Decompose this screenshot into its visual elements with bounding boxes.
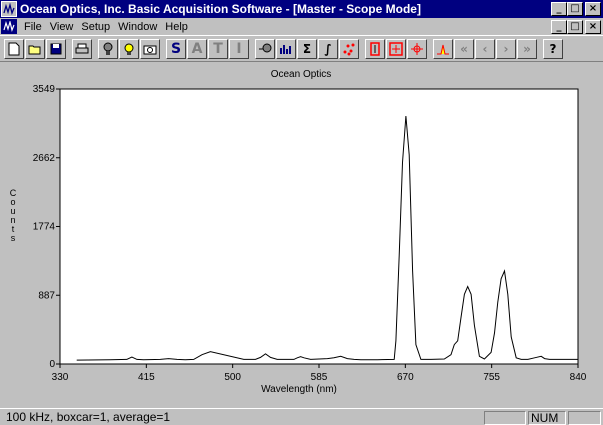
y-tick-label: 0 <box>49 359 55 370</box>
toolbar: S A T I Σ ∫ « ‹ › » ? <box>0 35 603 62</box>
y-label-char: t <box>12 224 15 234</box>
title-bar[interactable]: Ocean Optics, Inc. Basic Acquisition Sof… <box>0 0 603 18</box>
mdi-restore-button[interactable]: □ <box>567 20 583 34</box>
status-text: 100 kHz, boxcar=1, average=1 <box>6 410 171 424</box>
status-bar: 100 kHz, boxcar=1, average=1 NUM <box>0 408 603 425</box>
close-button[interactable]: × <box>585 2 601 16</box>
zoom-box-icon[interactable] <box>386 38 406 59</box>
help-pointer-icon[interactable]: ? <box>543 38 563 59</box>
snapshot-icon[interactable] <box>140 38 160 59</box>
x-axis-label: Wavelength (nm) <box>261 384 337 395</box>
x-tick-label: 840 <box>570 372 587 383</box>
scroll-right-double-icon[interactable]: » <box>517 38 537 59</box>
y-tick-label: 3549 <box>33 84 56 95</box>
x-tick-label: 585 <box>311 372 328 383</box>
spectrum-line <box>76 115 578 361</box>
menu-help[interactable]: Help <box>165 20 188 33</box>
scroll-left-icon[interactable]: ‹ <box>475 38 495 59</box>
peak-icon[interactable] <box>433 38 453 59</box>
transmission-mode-icon[interactable]: T <box>208 38 228 59</box>
y-axis: 0 887 1774 2662 3549 <box>33 84 60 370</box>
minimize-button[interactable]: _ <box>551 2 567 16</box>
mdi-minimize-button[interactable]: _ <box>551 20 567 34</box>
new-file-icon[interactable] <box>4 38 24 59</box>
document-icon[interactable] <box>1 19 17 34</box>
zoom-vertical-icon[interactable] <box>365 38 385 59</box>
spectrum-chart[interactable]: Ocean Optics 0 887 1774 2662 3549 330 415 500 5… <box>0 62 603 408</box>
x-axis: 330 415 500 585 670 755 840 <box>52 364 587 383</box>
status-pane-3 <box>568 411 601 425</box>
y-label-char: C <box>10 188 17 198</box>
status-pane-1 <box>484 411 526 425</box>
window-title: Ocean Optics, Inc. Basic Acquisition Sof… <box>20 2 421 16</box>
dark-spectrum-icon[interactable] <box>98 38 118 59</box>
y-tick-label: 887 <box>38 290 55 301</box>
menu-bar: File View Setup Window Help _ □ × <box>0 18 603 35</box>
histogram-icon[interactable] <box>276 38 296 59</box>
x-tick-label: 755 <box>483 372 500 383</box>
absorbance-mode-icon[interactable]: A <box>187 38 207 59</box>
menu-setup[interactable]: Setup <box>81 20 111 33</box>
reference-spectrum-icon[interactable] <box>119 38 139 59</box>
irradiance-mode-icon[interactable]: I <box>229 38 249 59</box>
plot-area[interactable] <box>59 88 579 365</box>
open-folder-icon[interactable] <box>25 38 45 59</box>
chart-area: Ocean Optics 0 887 1774 2662 3549 330 415 500 5… <box>0 62 603 408</box>
y-tick-label: 1774 <box>33 222 56 233</box>
maximize-button[interactable]: □ <box>567 2 583 16</box>
y-label-char: o <box>10 197 15 207</box>
num-lock-indicator: NUM <box>528 411 566 425</box>
menu-window[interactable]: Window <box>118 20 158 33</box>
chart-title: Ocean Optics <box>271 69 332 80</box>
app-icon[interactable] <box>1 1 17 17</box>
y-label-char: u <box>10 206 15 216</box>
scroll-right-icon[interactable]: › <box>496 38 516 59</box>
scroll-left-double-icon[interactable]: « <box>454 38 474 59</box>
integral-icon[interactable]: ∫ <box>318 38 338 59</box>
x-tick-label: 670 <box>397 372 414 383</box>
y-label-char: n <box>10 215 15 225</box>
x-tick-label: 330 <box>52 372 69 383</box>
menu-file[interactable]: File <box>24 20 42 33</box>
scope-mode-icon[interactable]: S <box>166 38 186 59</box>
x-tick-label: 500 <box>224 372 241 383</box>
print-icon[interactable] <box>72 38 92 59</box>
menu-view[interactable]: View <box>49 20 74 33</box>
x-tick-label: 415 <box>138 372 155 383</box>
y-label-char: s <box>11 233 16 243</box>
save-disk-icon[interactable] <box>46 38 66 59</box>
lamp-icon[interactable] <box>255 38 275 59</box>
cursor-target-icon[interactable] <box>407 38 427 59</box>
mdi-close-button[interactable]: × <box>585 20 601 34</box>
y-tick-label: 2662 <box>33 153 56 164</box>
scatter-points-icon[interactable] <box>339 38 359 59</box>
sum-icon[interactable]: Σ <box>297 38 317 59</box>
